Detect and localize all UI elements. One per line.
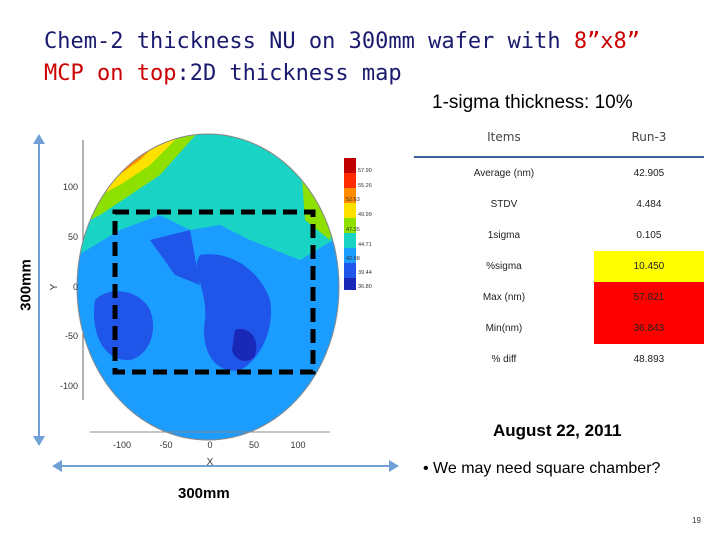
colorbar-label: 36.80 <box>358 284 372 290</box>
row-item: %sigma <box>486 261 522 272</box>
horizontal-dimension-label: 300mm <box>178 485 230 502</box>
table-row: %sigma 10.450 <box>414 251 704 282</box>
date-label: August 22, 2011 <box>493 421 622 440</box>
x-tick-label: -50 <box>159 440 172 450</box>
colorbar-swatch <box>344 173 356 188</box>
mcp-on-top-label: MCP on top <box>44 61 177 86</box>
row-item: Max (nm) <box>482 292 526 303</box>
colorbar-swatch <box>344 218 356 233</box>
y-tick-label: 50 <box>68 232 78 242</box>
x-tick-label: 50 <box>249 440 259 450</box>
colorbar-label: 55.26 <box>358 183 372 189</box>
colorbar-label: 49.99 <box>358 212 372 218</box>
colorbar-swatch <box>344 233 356 248</box>
y-axis-label: Y <box>49 283 60 290</box>
colorbar-swatch <box>344 203 356 218</box>
colorbar-label: 44.71 <box>358 242 372 248</box>
colorbar-swatch <box>344 158 356 173</box>
arrow-up-icon <box>33 134 45 144</box>
x-tick-label: -100 <box>113 440 131 450</box>
row-value: 48.893 <box>633 354 665 365</box>
row-item: Min(nm) <box>485 323 523 334</box>
arrow-down-icon <box>33 436 45 446</box>
vertical-dimension-label: 300mm <box>17 259 35 311</box>
colorbar-label: 42.08 <box>346 256 360 262</box>
table-row: Max (nm) 57.821 <box>414 282 704 313</box>
table-row: STDV 4.484 <box>414 189 704 220</box>
contour-fill <box>77 134 339 440</box>
row-item: Average (nm) <box>473 168 535 179</box>
row-value: 4.484 <box>636 199 662 210</box>
colorbar-label: 57.90 <box>358 168 372 174</box>
row-item: 1sigma <box>487 230 521 241</box>
colorbar-label: 47.35 <box>346 227 360 233</box>
colorbar: 57.90 55.26 52.63 49.99 47.35 44.71 42.0… <box>344 158 372 290</box>
row-value: 0.105 <box>636 230 662 241</box>
note-text: • We may need square chamber? <box>423 460 661 477</box>
colorbar-label: 39.44 <box>358 270 372 276</box>
x-axis-label: X <box>207 457 214 468</box>
colorbar-swatch <box>344 263 356 278</box>
arrow-left-icon <box>52 460 62 472</box>
page-number: 19 <box>692 516 701 525</box>
table-row: 1sigma 0.105 <box>414 220 704 251</box>
x-tick-label: 0 <box>207 440 212 450</box>
colorbar-swatch <box>344 248 356 263</box>
sigma-heading: 1-sigma thickness: 10% <box>432 92 633 113</box>
row-value: 10.450 <box>593 251 704 282</box>
y-tick-label: 0 <box>73 282 78 292</box>
row-item: % diff <box>491 354 517 365</box>
row-value: 36.843 <box>593 313 704 344</box>
row-value: 57.821 <box>593 282 704 313</box>
horizontal-dimension-line <box>60 465 390 467</box>
column-header-run: Run-3 <box>631 130 667 144</box>
colorbar-label: 52.63 <box>346 197 360 203</box>
colorbar-swatch <box>344 188 356 203</box>
vertical-dimension-line <box>38 142 40 438</box>
table-row: Min(nm) 36.843 <box>414 313 704 344</box>
arrow-right-icon <box>389 460 399 472</box>
row-value: 42.905 <box>633 168 665 179</box>
row-item: STDV <box>490 199 518 210</box>
mcp-size-highlight: 8”x8” <box>573 29 641 54</box>
y-tick-label: 100 <box>63 182 78 192</box>
table-row: Average (nm) 42.905 <box>414 157 704 189</box>
table-row: % diff 48.893 <box>414 344 704 375</box>
x-tick-label: 100 <box>290 440 305 450</box>
thickness-map: -100 -50 0 50 100 X 100 50 0 -50 -100 Y … <box>49 133 372 468</box>
table-header-row: Items Run-3 <box>414 118 704 157</box>
y-tick-label: -100 <box>60 381 78 391</box>
y-tick-label: -50 <box>65 331 78 341</box>
slide-title: Chem-2 thickness NU on 300mm wafer with … <box>44 29 641 86</box>
mcp-outline <box>112 209 316 375</box>
colorbar-swatch <box>344 278 356 290</box>
results-table: Items Run-3 Average (nm) 42.905 STDV 4.484 1… <box>414 118 704 375</box>
column-header-items: Items <box>487 130 521 144</box>
